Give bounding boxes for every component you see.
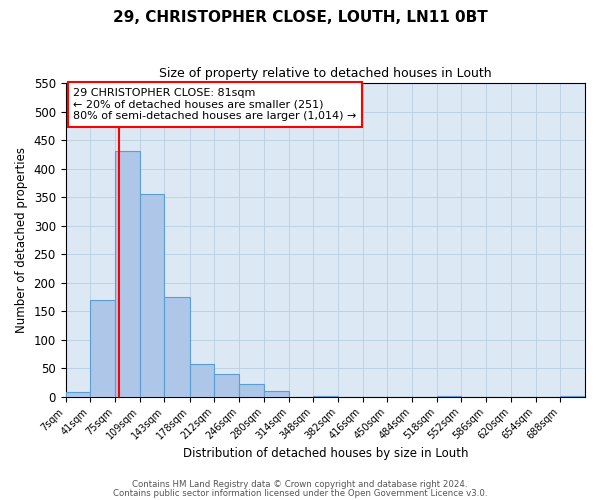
Bar (239, 384, 264, 396)
Bar (90, 300, 115, 396)
Bar (164, 297, 190, 396)
Text: Contains public sector information licensed under the Open Government Licence v3: Contains public sector information licen… (113, 490, 487, 498)
Bar (115, 152, 140, 396)
Title: Size of property relative to detached houses in Louth: Size of property relative to detached ho… (159, 68, 491, 80)
Bar (190, 364, 214, 396)
Bar (65, 392, 90, 396)
Y-axis label: Number of detached properties: Number of detached properties (15, 147, 28, 333)
Bar (264, 391, 289, 396)
Bar (214, 374, 239, 396)
Text: Contains HM Land Registry data © Crown copyright and database right 2024.: Contains HM Land Registry data © Crown c… (132, 480, 468, 489)
Text: 29, CHRISTOPHER CLOSE, LOUTH, LN11 0BT: 29, CHRISTOPHER CLOSE, LOUTH, LN11 0BT (113, 10, 487, 25)
Text: 29 CHRISTOPHER CLOSE: 81sqm
← 20% of detached houses are smaller (251)
80% of se: 29 CHRISTOPHER CLOSE: 81sqm ← 20% of det… (73, 88, 356, 121)
X-axis label: Distribution of detached houses by size in Louth: Distribution of detached houses by size … (182, 447, 468, 460)
Bar (140, 194, 164, 396)
